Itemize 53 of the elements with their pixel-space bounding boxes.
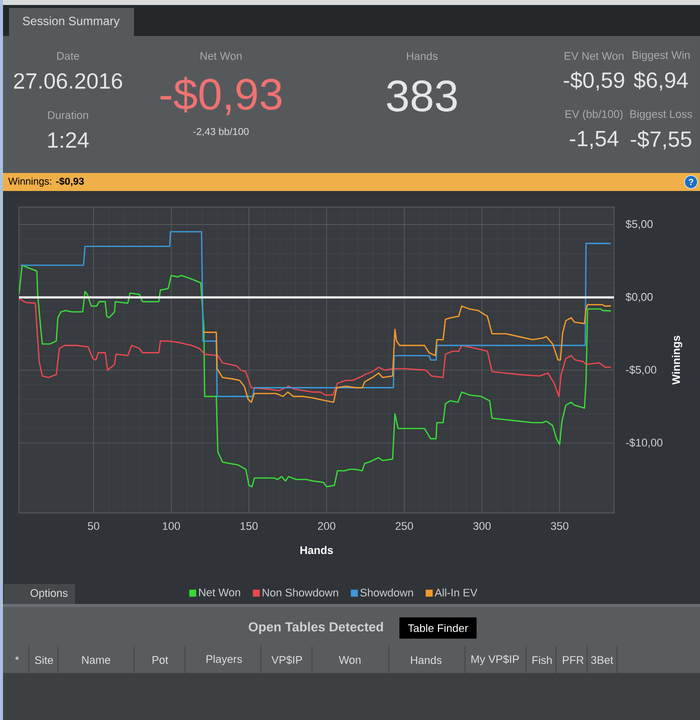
text: PFR bbox=[562, 656, 584, 664]
text: Pot bbox=[152, 656, 168, 664]
x-tick-label: 150 bbox=[240, 522, 258, 530]
text: 27.06.2016 bbox=[14, 73, 122, 89]
text: Date bbox=[57, 52, 80, 60]
text: Players bbox=[206, 654, 242, 666]
text: Open Tables Detected bbox=[248, 622, 383, 634]
text: Hands bbox=[411, 656, 442, 664]
y-tick-label: $0,00 bbox=[626, 292, 653, 302]
text: My VP$IP bbox=[471, 654, 519, 666]
text: 383 bbox=[386, 80, 457, 112]
text: Name bbox=[82, 656, 110, 664]
text: -2,43 bb/100 bbox=[193, 128, 249, 136]
y-tick-label: -$5,00 bbox=[626, 365, 656, 375]
text: Session Summary bbox=[22, 16, 120, 28]
text: $6,94 bbox=[634, 71, 688, 91]
text: Duration bbox=[48, 110, 88, 120]
text: * bbox=[15, 656, 19, 660]
legend-label: Showdown bbox=[360, 588, 413, 597]
text: Biggest Win bbox=[632, 50, 690, 62]
text: ? bbox=[688, 178, 694, 186]
text: EV Net Won bbox=[564, 52, 624, 60]
text: VP$IP bbox=[271, 656, 302, 664]
text: -$0,93 bbox=[160, 76, 282, 116]
text: -$0,59 bbox=[564, 71, 624, 91]
text: Net Won bbox=[200, 52, 242, 60]
text: Won bbox=[338, 656, 360, 664]
x-tick-label: 50 bbox=[88, 522, 100, 530]
line-series bbox=[20, 231, 612, 398]
x-tick-label: 350 bbox=[550, 522, 568, 530]
x-tick-label: 300 bbox=[473, 522, 491, 530]
x-tick-label: 200 bbox=[318, 522, 336, 530]
y-axis-title: Winnings bbox=[672, 336, 682, 385]
x-tick-label: 250 bbox=[396, 522, 414, 530]
text: -1,54 bbox=[570, 131, 618, 149]
text: Options bbox=[30, 588, 68, 600]
legend-label: Non Showdown bbox=[262, 588, 338, 597]
text: -$7,55 bbox=[630, 130, 692, 150]
text: Biggest Loss bbox=[630, 110, 692, 120]
text: Fish bbox=[532, 656, 552, 664]
chart-title: Winnings: -$0,93 bbox=[8, 177, 84, 187]
text: Table Finder bbox=[408, 624, 468, 632]
text: Site bbox=[35, 656, 53, 664]
text: 1:24 bbox=[48, 132, 89, 148]
x-tick-label: 100 bbox=[162, 522, 180, 530]
x-axis-title: Hands bbox=[300, 546, 333, 554]
legend-label: All-In EV bbox=[434, 588, 478, 596]
text: Hands bbox=[407, 52, 438, 60]
legend-label: Net Won bbox=[199, 588, 240, 596]
text: EV (bb/100) bbox=[566, 110, 623, 120]
y-tick-label: -$10,00 bbox=[626, 438, 662, 448]
text: 3Bet bbox=[591, 656, 614, 664]
y-tick-label: $5,00 bbox=[626, 220, 653, 230]
